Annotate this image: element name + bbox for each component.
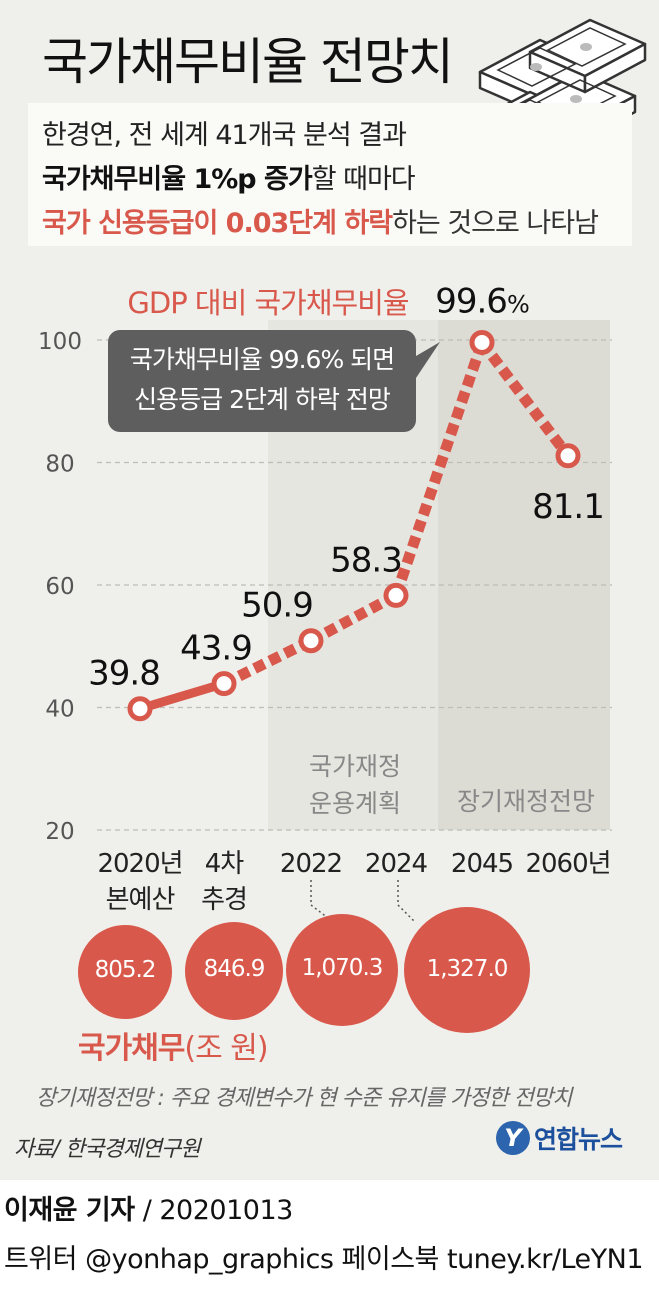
social-credit: 트위터 @yonhap_graphics 페이스북 tuney.kr/LeYN1	[4, 1244, 644, 1275]
y-axis-ticks: 20 40 60 80 100	[38, 329, 82, 845]
debt-circle-2024	[404, 907, 530, 1033]
value-label: 99.6%	[435, 281, 529, 321]
line-chart: GDP 대비 국가채무비율 20 40 60 80 100 국가재정 운용계획 장기재정…	[38, 281, 612, 923]
series-line	[135, 339, 573, 714]
debt-label-unit: (조 원)	[184, 1031, 268, 1066]
data-point	[298, 628, 324, 654]
x-category-label: 2045	[451, 849, 513, 879]
summary-text: 할 때마다	[311, 164, 416, 195]
line-segment-solid	[135, 679, 229, 714]
debt-circle-2020	[78, 925, 172, 1019]
summary-text-end: 하는 것으로 나타남	[392, 208, 599, 239]
summary-red-highlight: 국가 신용등급이 0.03단계 하락	[42, 208, 393, 239]
data-point	[555, 443, 581, 469]
credit-panel: 이재윤 기자 / 20201013 트위터 @yonhap_graphics 페…	[0, 1180, 659, 1291]
x-category-label: 2024	[365, 849, 428, 879]
value-unit: %	[507, 290, 529, 318]
summary-line-1: 한경연, 전 세계 41개국 분석 결과	[42, 120, 407, 151]
data-point	[383, 582, 409, 608]
debt-legend: 국가채무(조 원)	[78, 1023, 269, 1067]
x-category-label: 4차	[205, 849, 245, 879]
reporter-date: / 20201013	[134, 1195, 294, 1226]
logo-mark-icon: Y	[496, 1121, 530, 1155]
connector-2024	[397, 880, 416, 923]
debt-circle-4th	[185, 922, 283, 1020]
footnote: 장기재정전망 : 주요 경제변수가 현 수준 유지를 가정한 전망치	[36, 1086, 572, 1111]
line-segment-dashed	[477, 339, 573, 460]
band-label-fiscal-plan-1: 국가재정	[309, 752, 401, 781]
y-tick-label: 100	[38, 329, 82, 355]
y-tick-label: 20	[45, 819, 74, 845]
reporter-name: 이재윤 기자	[4, 1195, 135, 1226]
debt-circle-2022	[286, 914, 398, 1026]
callout-box: 국가채무비율 99.6% 되면 신용등급 2단계 하락 전망	[108, 330, 440, 432]
value-labels: 39.8 43.950.9 58.3 99.6% 81.1	[88, 281, 605, 694]
band-label-fiscal-plan-2: 운용계획	[309, 789, 401, 818]
line-segment-dashed	[390, 340, 488, 598]
value-label: 43.9	[180, 629, 252, 669]
data-point	[127, 696, 153, 722]
x-category-label: 2060년	[525, 849, 610, 879]
data-point	[469, 329, 495, 355]
band-label-long-term: 장기재정전망	[457, 787, 595, 816]
reporter-credit: 이재윤 기자 / 20201013	[4, 1188, 293, 1227]
summary-line-2: 국가채무비율 1%p 증가할 때마다	[42, 157, 416, 196]
summary-highlight: 국가채무비율 1%p 증가	[42, 164, 313, 195]
logo-text: 연합뉴스	[534, 1125, 623, 1154]
y-tick-label: 40	[45, 697, 74, 723]
debt-value-2022: 1,070.3	[301, 955, 384, 981]
value-label: 39.8	[88, 654, 160, 694]
page-title: 국가채무비율 전망치	[42, 33, 454, 91]
debt-value-2020: 805.2	[94, 957, 157, 983]
data-point	[211, 671, 237, 697]
chart-title: GDP 대비 국가채무비율	[127, 286, 408, 320]
debt-label-main: 국가채무	[78, 1031, 185, 1066]
y-tick-label: 80	[45, 452, 74, 478]
x-category-label: 2022	[280, 849, 342, 879]
x-category-label: 2020년	[97, 849, 182, 879]
debt-value-4th: 846.9	[203, 956, 266, 982]
summary-box: 한경연, 전 세계 41개국 분석 결과 국가채무비율 1%p 증가할 때마다 …	[28, 103, 632, 246]
value-label: 50.9	[241, 586, 313, 626]
callout-line-1: 국가채무비율 99.6% 되면	[130, 345, 394, 374]
y-tick-label: 60	[45, 574, 74, 600]
debt-value-2024: 1,327.0	[426, 956, 509, 982]
value-label: 58.3	[330, 540, 402, 580]
yonhap-logo: Y 연합뉴스	[496, 1120, 623, 1156]
summary-line-3: 국가 신용등급이 0.03단계 하락하는 것으로 나타남	[42, 201, 599, 240]
x-category-label: 본예산	[106, 885, 175, 915]
value-label: 81.1	[532, 487, 604, 527]
source-text: 자료/ 한국경제연구원	[14, 1137, 201, 1162]
series-points	[127, 329, 581, 722]
main-panel: 국가채무비율 전망치	[14, 18, 647, 1162]
callout-line-2: 신용등급 2단계 하락 전망	[134, 385, 391, 414]
x-category-label: 추경	[201, 885, 247, 915]
connector-2022	[310, 880, 329, 919]
